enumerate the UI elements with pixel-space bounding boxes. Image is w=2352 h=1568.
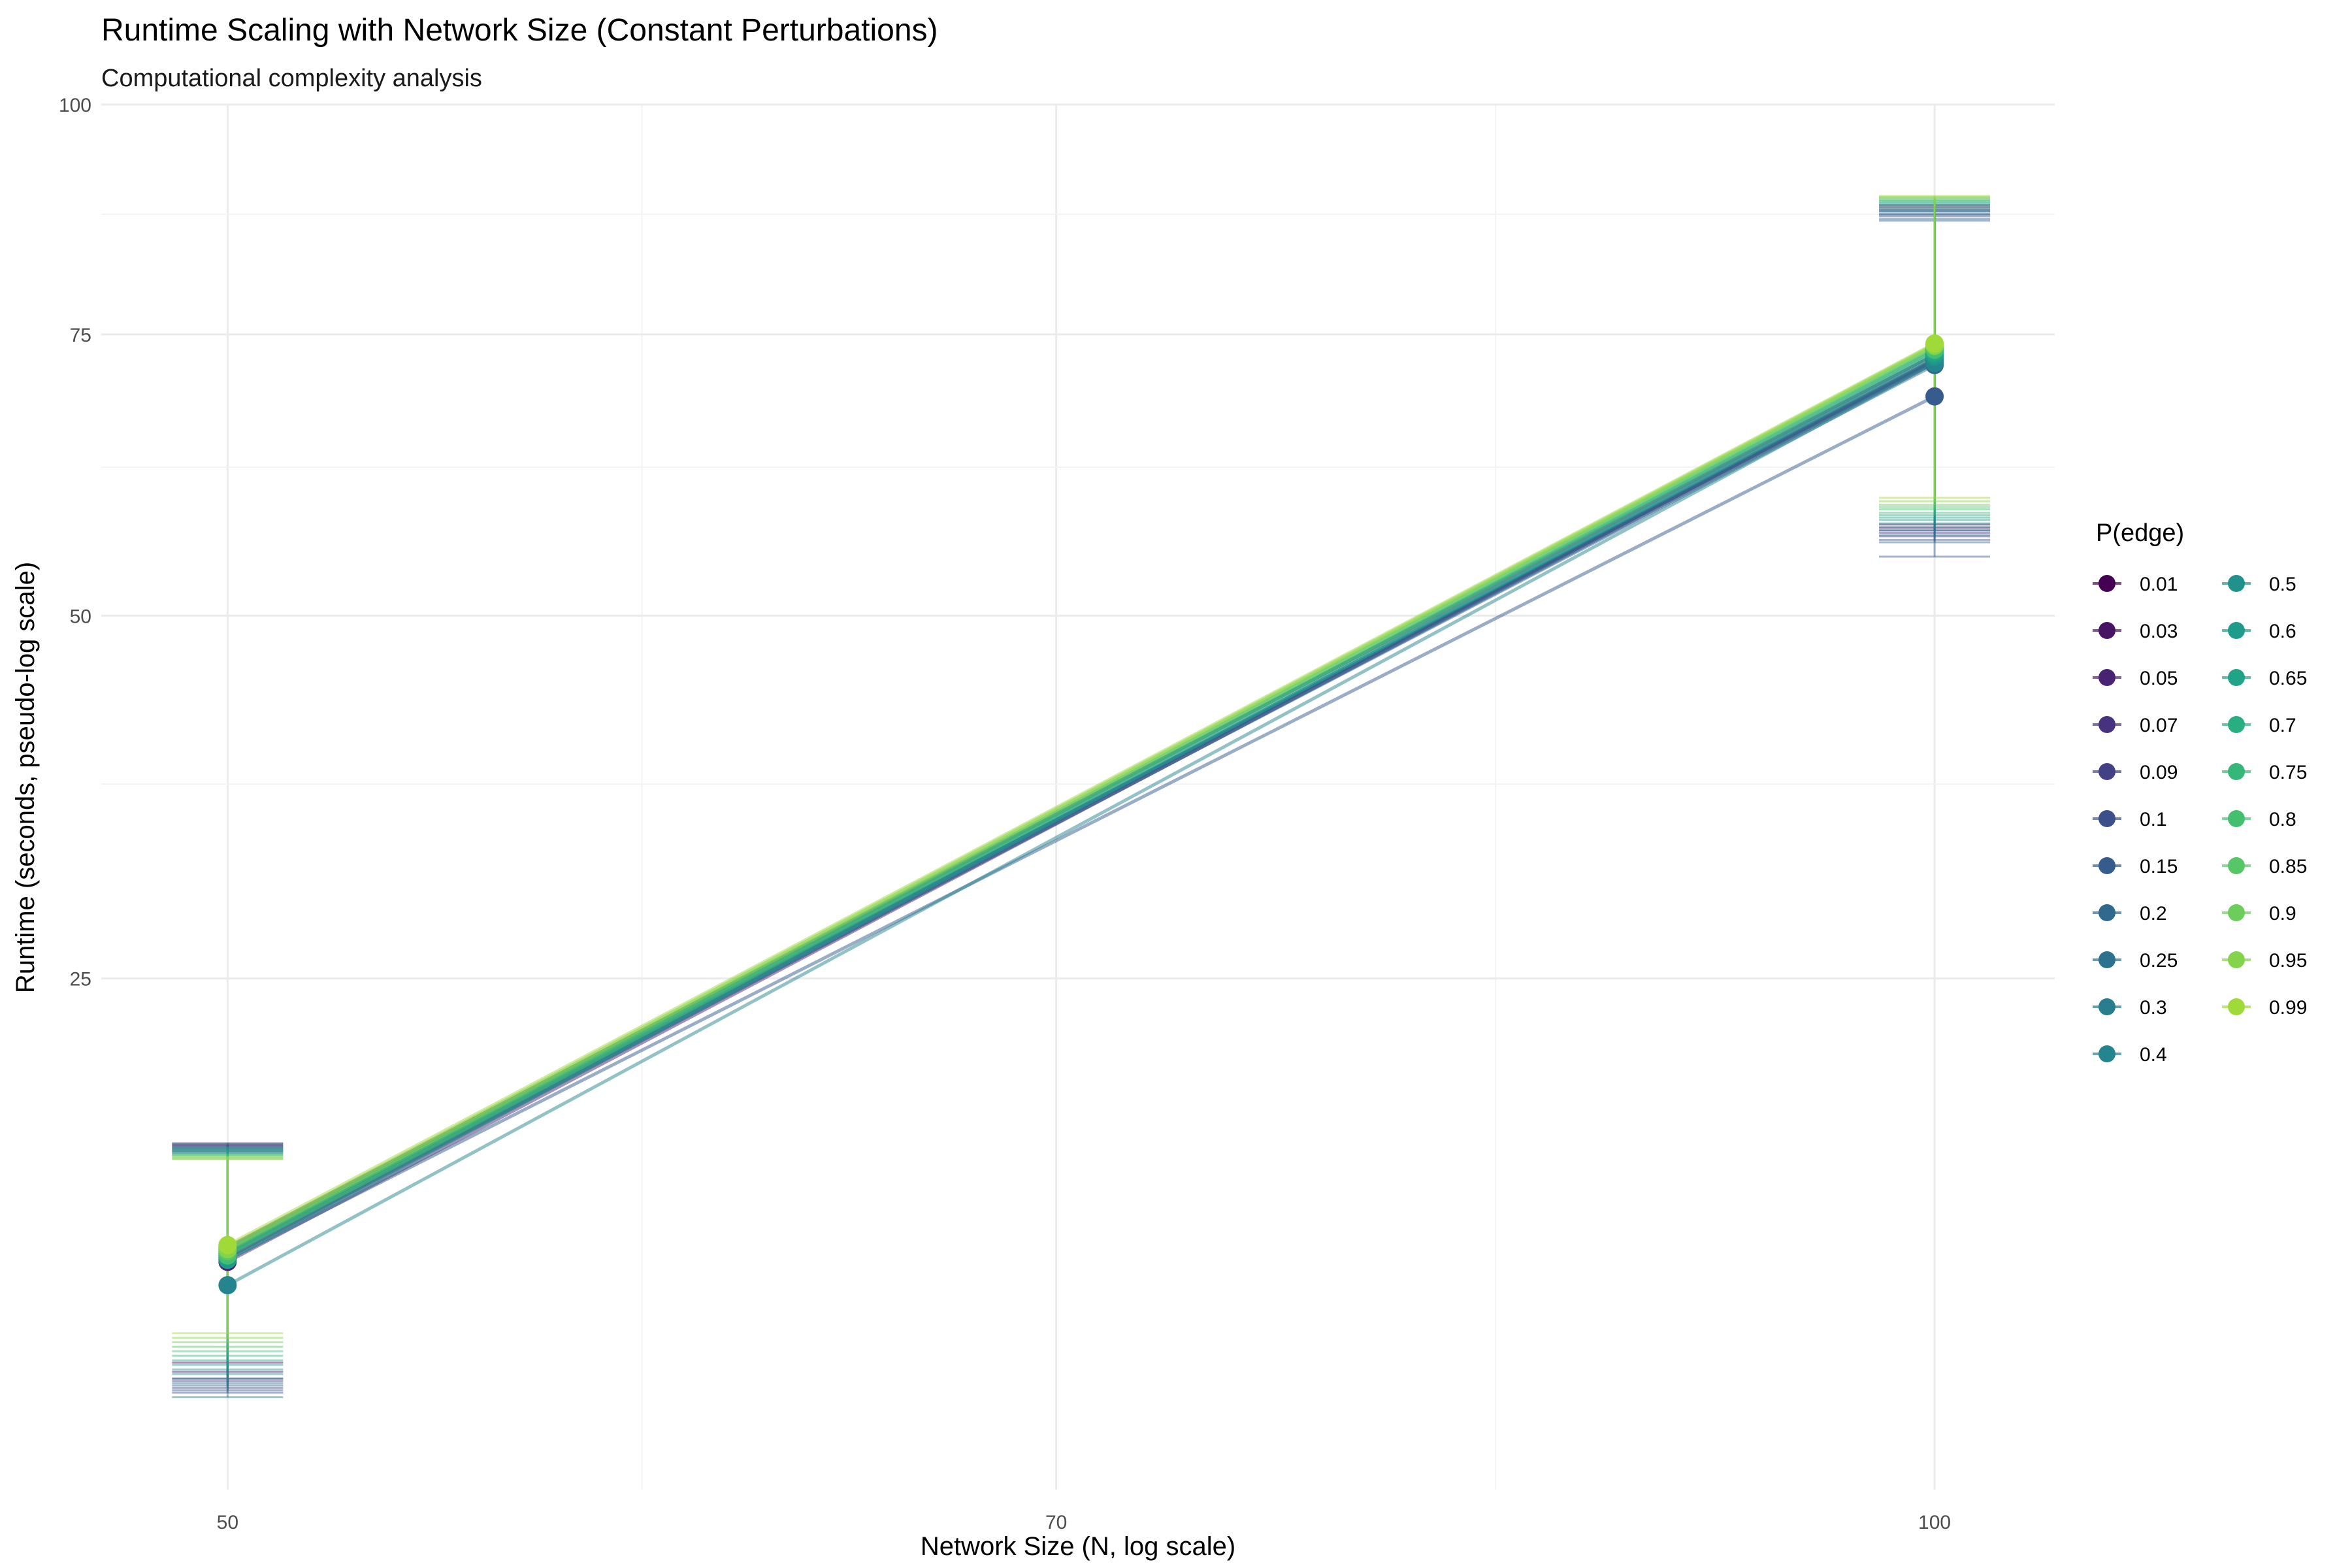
series-line	[227, 342, 1936, 1247]
y-tick-label: 100	[59, 95, 91, 116]
legend-key-point	[2099, 1045, 2115, 1062]
x-axis-ticks: 50 70 100	[217, 1512, 1951, 1533]
legend-label: 0.09	[2140, 762, 2178, 783]
data-point	[218, 1276, 237, 1295]
legend-label: 0.5	[2269, 574, 2296, 595]
legend-label: 0.15	[2140, 856, 2178, 877]
legend-key-point	[2228, 716, 2245, 733]
legend-key-point	[2228, 622, 2245, 639]
series-line	[227, 353, 1936, 1262]
y-tick-label: 50	[70, 606, 91, 627]
legend-label: 0.4	[2140, 1044, 2167, 1066]
series-line	[227, 348, 1936, 1257]
legend-key-point	[2099, 763, 2115, 780]
legend-label: 0.99	[2269, 997, 2307, 1019]
x-axis-title: Network Size (N, log scale)	[921, 1532, 1235, 1561]
x-tick-label: 100	[1918, 1512, 1951, 1533]
chart-title: Runtime Scaling with Network Size (Const…	[101, 13, 938, 48]
y-axis-ticks: 25 50 75 100	[59, 95, 91, 990]
legend-key-point	[2228, 951, 2245, 968]
legend-key-point	[2228, 575, 2245, 592]
legend-key-point	[2228, 904, 2245, 921]
series-line	[227, 395, 1936, 1262]
y-tick-label: 25	[70, 969, 91, 990]
legend-key-point	[2099, 810, 2115, 827]
legend-key-point	[2099, 998, 2115, 1015]
legend-key-point	[2099, 575, 2115, 592]
legend-key-point	[2228, 998, 2245, 1015]
legend-label: 0.3	[2140, 997, 2167, 1019]
legend-label: 0.8	[2269, 809, 2296, 830]
legend-key-point	[2099, 669, 2115, 686]
series-line	[227, 361, 1936, 1287]
legend-label: 0.2	[2140, 903, 2167, 924]
legend-label: 0.1	[2140, 809, 2167, 830]
data-point	[1925, 334, 1944, 353]
legend-label: 0.25	[2140, 950, 2178, 972]
legend-label: 0.07	[2140, 715, 2178, 736]
legend-key-point	[2099, 622, 2115, 639]
legend-key-point	[2228, 810, 2245, 827]
legend-key-point	[2228, 857, 2245, 874]
series-lines	[227, 342, 1936, 1287]
legend-label: 0.65	[2269, 668, 2307, 689]
legend-title: P(edge)	[2096, 519, 2184, 547]
legend-items: 0.01 0.03 0.05 0.07 0.09 0.1 0.15 0.2 0.25 0.3 0.4…	[2093, 574, 2307, 1066]
legend-key-point	[2099, 716, 2115, 733]
legend-label: 0.03	[2140, 621, 2178, 642]
series-line	[227, 344, 1936, 1251]
legend-label: 0.01	[2140, 574, 2178, 595]
legend-label: 0.05	[2140, 668, 2178, 689]
y-axis-title: Runtime (seconds, pseudo-log scale)	[11, 562, 40, 993]
legend-label: 0.6	[2269, 621, 2296, 642]
legend-key-point	[2099, 857, 2115, 874]
legend-key-point	[2228, 763, 2245, 780]
legend-label: 0.85	[2269, 856, 2307, 877]
legend-label: 0.9	[2269, 903, 2296, 924]
chart-subtitle: Computational complexity analysis	[101, 65, 482, 92]
grid-lines	[101, 103, 2055, 1490]
legend-key-point	[2099, 951, 2115, 968]
legend-key-point	[2228, 669, 2245, 686]
legend: P(edge) 0.010.030.050.070.090.10.150.20.…	[2093, 519, 2307, 1066]
legend-key-point	[2099, 904, 2115, 921]
legend-label: 0.75	[2269, 762, 2307, 783]
x-tick-label: 70	[1045, 1512, 1067, 1533]
data-point	[218, 1235, 237, 1254]
legend-label: 0.7	[2269, 715, 2296, 736]
y-tick-label: 75	[70, 325, 91, 346]
x-tick-label: 50	[217, 1512, 238, 1533]
legend-label: 0.95	[2269, 950, 2307, 972]
series-points	[218, 334, 1944, 1295]
data-point	[1925, 387, 1944, 406]
